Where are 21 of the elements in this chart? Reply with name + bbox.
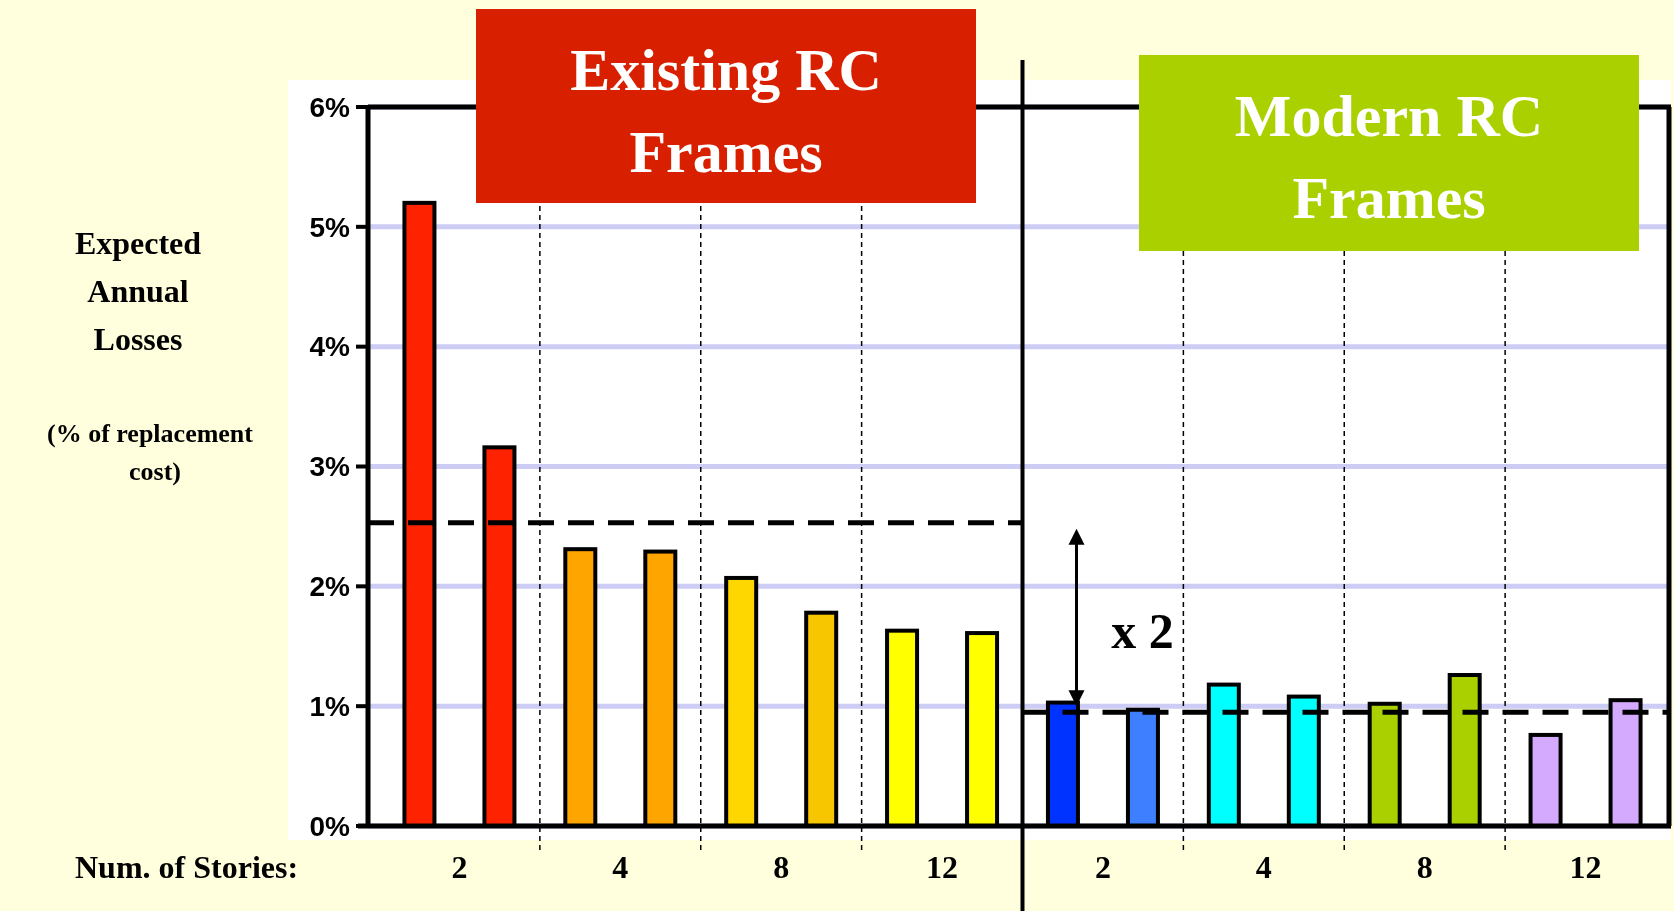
x-tick-label: 4 xyxy=(1255,849,1272,885)
y-tick-label: 1% xyxy=(309,690,351,722)
annotation: x 2 xyxy=(1111,603,1174,659)
x-tick-label: 4 xyxy=(612,849,629,885)
x-axis-title: Num. of Stories: xyxy=(75,849,299,885)
x-tick-label: 8 xyxy=(773,849,790,885)
x-tick-label: 2 xyxy=(451,849,468,885)
chart-title: Modern RC Frames xyxy=(1234,83,1544,231)
chart-title: Existing RC Frames xyxy=(570,37,882,185)
y-tick-label: 2% xyxy=(309,571,351,603)
x-tick-label: 12 xyxy=(926,849,959,885)
y-tick-label: 4% xyxy=(309,331,351,363)
y-axis-title: Expected Annual Losses xyxy=(74,225,202,357)
y-tick-label: 6% xyxy=(309,91,351,123)
text: (% of replacement cost) xyxy=(46,419,254,486)
y-tick-label: 5% xyxy=(309,211,351,243)
y-tick-label: 0% xyxy=(309,810,351,842)
y-tick-label: 3% xyxy=(309,451,351,483)
x-tick-label: 12 xyxy=(1569,849,1602,885)
x-tick-label: 2 xyxy=(1094,849,1111,885)
x-tick-label: 8 xyxy=(1416,849,1433,885)
